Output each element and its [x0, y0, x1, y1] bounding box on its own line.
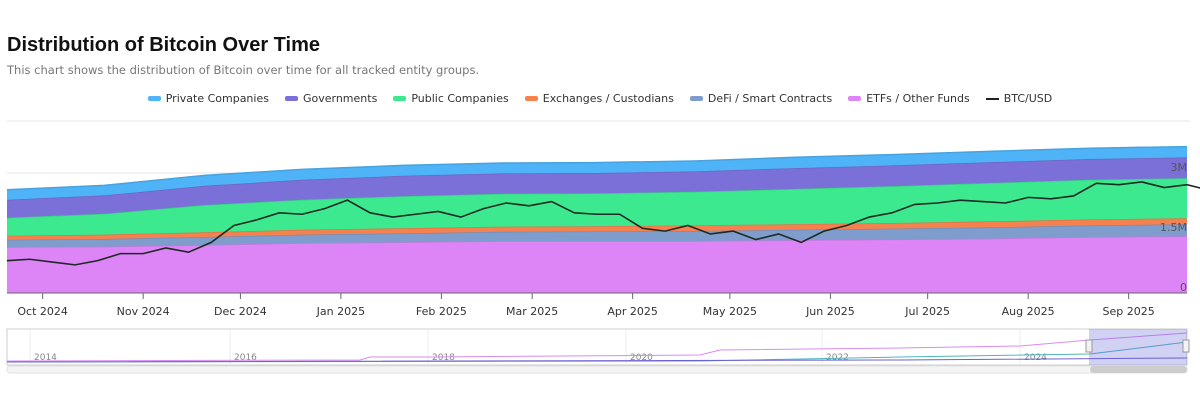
- navigator-year-label: 2016: [234, 353, 257, 363]
- x-tick-label: Jan 2025: [316, 305, 365, 318]
- x-tick-label: Dec 2024: [214, 305, 267, 318]
- x-tick-label: Jul 2025: [904, 305, 950, 318]
- area-etfs-other-funds[interactable]: [7, 236, 1187, 293]
- navigator-year-label: 2024: [1024, 353, 1047, 363]
- legend-label: Private Companies: [165, 92, 269, 105]
- x-tick-label: May 2025: [703, 305, 757, 318]
- area-public-companies[interactable]: [7, 178, 1187, 236]
- legend-label: Public Companies: [411, 92, 509, 105]
- navigator-series: [6, 357, 1188, 363]
- legend-item[interactable]: Public Companies: [393, 92, 509, 105]
- legend-swatch: [985, 97, 999, 100]
- navigator-year-label: 2020: [630, 353, 653, 363]
- legend-item[interactable]: Exchanges / Custodians: [524, 92, 674, 105]
- legend-label: DeFi / Smart Contracts: [707, 92, 833, 105]
- legend-swatch: [147, 96, 161, 101]
- y-tick-label: 1.5M: [1160, 221, 1187, 234]
- x-tick-label: Jun 2025: [805, 305, 855, 318]
- legend-item[interactable]: Private Companies: [147, 92, 269, 105]
- y-tick-label: 0: [1180, 281, 1187, 294]
- navigator-selection[interactable]: [1089, 329, 1187, 365]
- legend-swatch: [689, 96, 703, 101]
- navigator-handle-right[interactable]: [1182, 339, 1190, 353]
- x-tick-label: Feb 2025: [416, 305, 467, 318]
- legend-item[interactable]: Governments: [284, 92, 378, 105]
- legend-label: ETFs / Other Funds: [866, 92, 970, 105]
- chart-subtitle: This chart shows the distribution of Bit…: [7, 63, 480, 77]
- legend-swatch: [284, 96, 298, 101]
- area-defi-smart-contracts[interactable]: [7, 224, 1187, 247]
- x-tick-label: Sep 2025: [1103, 305, 1155, 318]
- btc-usd-line[interactable]: [6, 181, 1200, 266]
- area-governments[interactable]: [7, 157, 1187, 218]
- scrollbar-track[interactable]: [6, 365, 1188, 374]
- legend-swatch: [524, 96, 538, 101]
- x-tick-label: Mar 2025: [506, 305, 558, 318]
- area-private-companies[interactable]: [7, 146, 1187, 200]
- legend: Private Companies Governments Public Compa…: [0, 92, 1200, 105]
- navigator-year-label: 2018: [432, 353, 455, 363]
- navigator-year-label: 2014: [34, 353, 57, 363]
- legend-swatch: [393, 96, 407, 101]
- x-tick-label: Oct 2024: [17, 305, 68, 318]
- legend-label: BTC/USD: [1003, 92, 1053, 105]
- legend-label: Governments: [302, 92, 378, 105]
- legend-item[interactable]: DeFi / Smart Contracts: [689, 92, 833, 105]
- y-tick-label: 3M: [1171, 161, 1188, 174]
- x-tick-label: Apr 2025: [607, 305, 658, 318]
- legend-item[interactable]: ETFs / Other Funds: [848, 92, 970, 105]
- legend-label: Exchanges / Custodians: [542, 92, 674, 105]
- navigator-handle-left[interactable]: [1085, 339, 1093, 353]
- chart-title: Distribution of Bitcoin Over Time: [7, 34, 320, 56]
- legend-swatch: [848, 96, 862, 101]
- x-tick-label: Aug 2025: [1002, 305, 1055, 318]
- scrollbar-thumb[interactable]: [1090, 366, 1187, 373]
- area-edge: [6, 145, 1188, 191]
- legend-item[interactable]: BTC/USD: [985, 92, 1053, 105]
- x-tick-label: Nov 2024: [117, 305, 170, 318]
- navigator-series: [6, 332, 1188, 362]
